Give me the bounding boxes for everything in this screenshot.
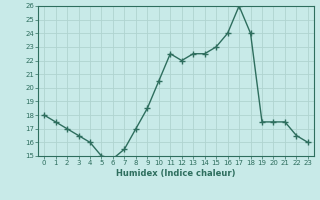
X-axis label: Humidex (Indice chaleur): Humidex (Indice chaleur) [116,169,236,178]
